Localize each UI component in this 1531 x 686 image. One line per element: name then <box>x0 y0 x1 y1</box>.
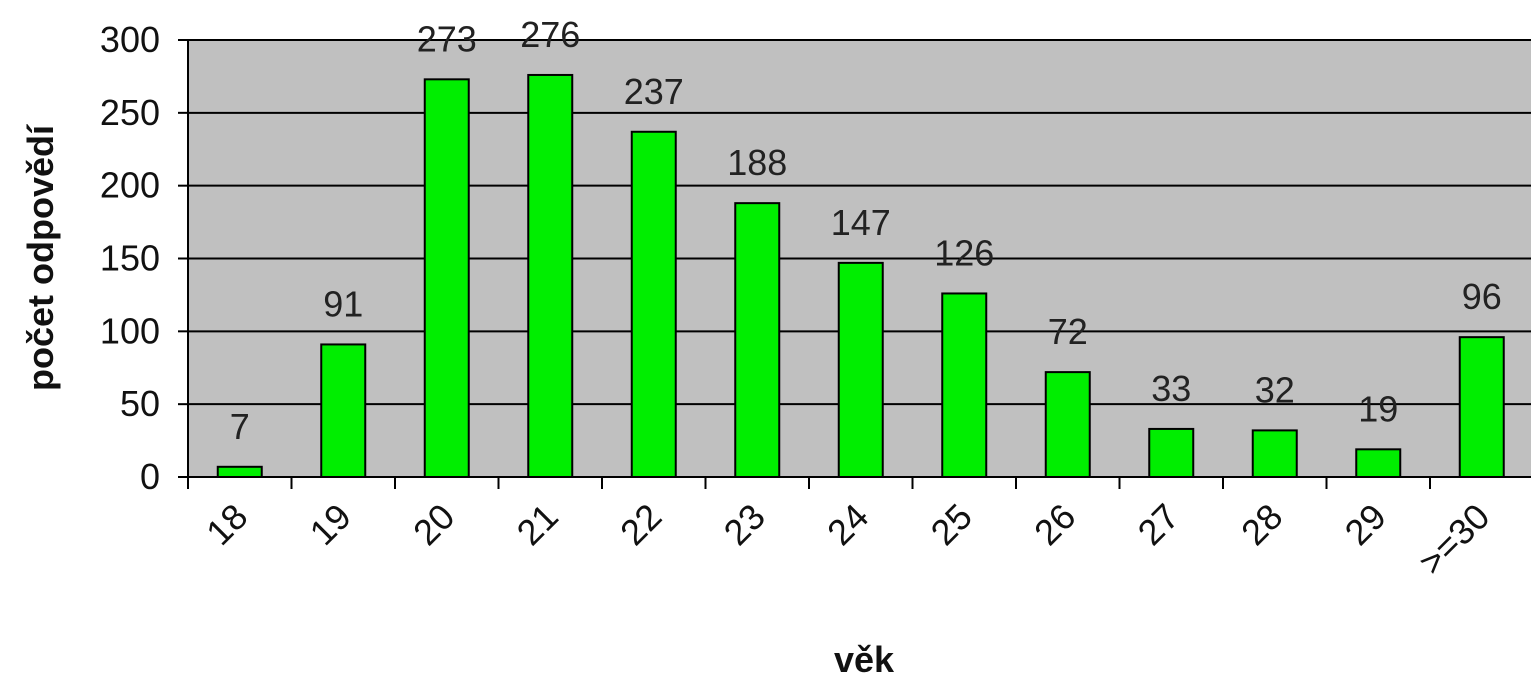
bar <box>320 343 367 478</box>
bars <box>216 73 1505 479</box>
x-tick-label: 25 <box>923 496 980 553</box>
y-tick-label: 50 <box>120 383 160 424</box>
bar <box>1355 448 1402 478</box>
x-tick-label: 26 <box>1026 496 1083 553</box>
x-axis: 18 19 20 21 22 23 24 25 26 27 28 29 >=30 <box>187 476 1531 583</box>
x-tick-label: 22 <box>612 496 669 553</box>
bar <box>1251 429 1298 478</box>
y-tick-label: 0 <box>140 456 160 497</box>
data-label: 237 <box>624 71 684 112</box>
x-tick-label: 27 <box>1130 496 1187 553</box>
x-axis-title: věk <box>834 639 895 680</box>
bar <box>630 130 677 479</box>
bar <box>527 73 574 479</box>
x-tick-label: 24 <box>819 496 876 553</box>
x-tick-label: 21 <box>509 496 566 553</box>
bar <box>216 465 263 479</box>
data-label: 273 <box>417 18 477 59</box>
y-axis-title: počet odpovědí <box>20 124 61 391</box>
bar <box>941 292 988 478</box>
x-tick-label: 28 <box>1233 496 1290 553</box>
data-label: 188 <box>727 142 787 183</box>
data-label: 7 <box>230 406 250 447</box>
bar <box>1044 371 1091 478</box>
y-tick-label: 250 <box>100 92 160 133</box>
y-tick-label: 150 <box>100 238 160 279</box>
x-tick-label: 18 <box>198 496 255 553</box>
y-tick-label: 300 <box>100 19 160 60</box>
x-tick-label: 19 <box>302 496 359 553</box>
data-label: 72 <box>1048 311 1088 352</box>
data-labels: 7 91 273 276 237 188 147 126 72 33 32 19 96 <box>230 14 1502 447</box>
x-tick-label: 23 <box>716 496 773 553</box>
data-label: 147 <box>831 202 891 243</box>
x-tick-label: 20 <box>405 496 462 553</box>
bar <box>423 78 470 479</box>
data-label: 276 <box>520 14 580 55</box>
bar <box>1458 336 1505 478</box>
data-label: 19 <box>1358 388 1398 429</box>
data-label: 91 <box>323 283 363 324</box>
x-tick-label: 29 <box>1337 496 1394 553</box>
data-label: 32 <box>1255 369 1295 410</box>
bar <box>837 261 884 478</box>
x-tick-label: >=30 <box>1410 496 1497 583</box>
y-tick-label: 100 <box>100 310 160 351</box>
y-tick-label: 200 <box>100 165 160 206</box>
bar <box>734 202 781 478</box>
y-axis: 0 50 100 150 200 250 300 <box>100 19 189 497</box>
data-label: 96 <box>1462 276 1502 317</box>
data-label: 33 <box>1151 368 1191 409</box>
data-label: 126 <box>934 232 994 273</box>
bar <box>1148 427 1195 478</box>
